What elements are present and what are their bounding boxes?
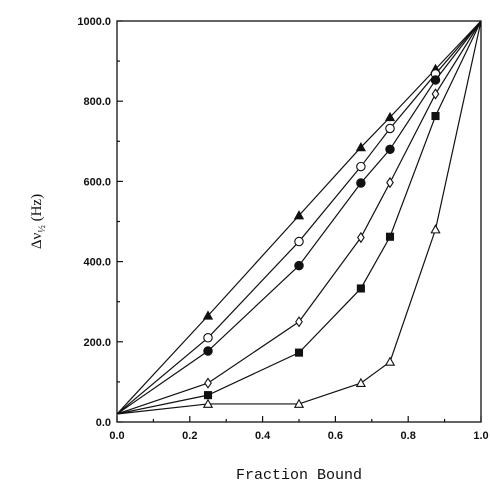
x-tick-label: 0.2 (182, 430, 197, 442)
open-triangle-marker (355, 377, 367, 388)
open-diamond-marker (386, 176, 394, 189)
y-tick-label: 200.0 (83, 337, 111, 349)
y-tick-label: 400.0 (83, 257, 111, 269)
y-axis-title-subscript: ½ (37, 225, 48, 233)
x-tick-label: 0.8 (401, 430, 416, 442)
y-axis-title-delta: Δ (29, 239, 45, 249)
y-tick-label: 600.0 (83, 176, 111, 188)
open-triangle-marker (202, 398, 214, 408)
series-layer (116, 20, 482, 415)
filled-square-marker (294, 348, 304, 357)
open-circle-marker (203, 333, 213, 343)
series-open-circle (116, 20, 482, 415)
open-diamond-marker (204, 377, 212, 389)
open-diamond-marker (357, 231, 365, 244)
filled-square-marker (356, 284, 365, 293)
filled-circle-marker (203, 346, 213, 356)
filled-triangle-marker (202, 310, 214, 320)
plot-frame (116, 20, 482, 423)
y-tick-label: 800.0 (83, 96, 111, 108)
filled-square-marker (431, 111, 440, 121)
x-tick-label: 0.0 (109, 430, 124, 442)
y-tick-label: 0.0 (96, 417, 111, 429)
y-axis-title-unit: (Hz) (29, 194, 45, 225)
open-circle-marker (356, 161, 366, 172)
series-filled-triangle (116, 20, 482, 415)
y-axis-title-nu: ν (29, 232, 45, 239)
filled-circle-marker (385, 144, 395, 155)
filled-triangle-marker (293, 210, 305, 220)
series-filled-circle (116, 20, 482, 415)
filled-circle-marker (294, 260, 304, 271)
series-filled-square (116, 20, 482, 415)
y-tick-label: 1000.0 (77, 16, 111, 28)
open-circle-marker (385, 123, 395, 134)
filled-square-marker (203, 391, 213, 400)
filled-triangle-marker (384, 111, 396, 122)
series-open-triangle (116, 20, 482, 415)
series-open-diamond (116, 20, 482, 415)
axes: 0.0 0.2 0.4 0.6 0.8 1.0 0.0 200.0 400.0 600.0 800.… (77, 16, 488, 442)
open-diamond-marker (431, 88, 440, 100)
x-tick-label: 1.0 (473, 430, 488, 442)
open-triangle-marker (430, 224, 441, 234)
filled-square-marker (385, 232, 395, 241)
filled-circle-marker (430, 75, 441, 85)
x-tick-label: 0.6 (328, 430, 343, 442)
open-diamond-marker (295, 316, 303, 328)
x-axis-title: Fraction Bound (236, 467, 362, 484)
open-triangle-marker (293, 398, 305, 408)
open-triangle-marker (384, 356, 396, 366)
filled-triangle-marker (355, 141, 367, 152)
filled-circle-marker (356, 178, 366, 188)
y-axis-title: Δν½ (Hz) (29, 194, 48, 249)
x-tick-label: 0.4 (255, 430, 271, 442)
svg-text:Δν½ (Hz): Δν½ (Hz) (29, 194, 48, 249)
open-circle-marker (294, 236, 304, 247)
